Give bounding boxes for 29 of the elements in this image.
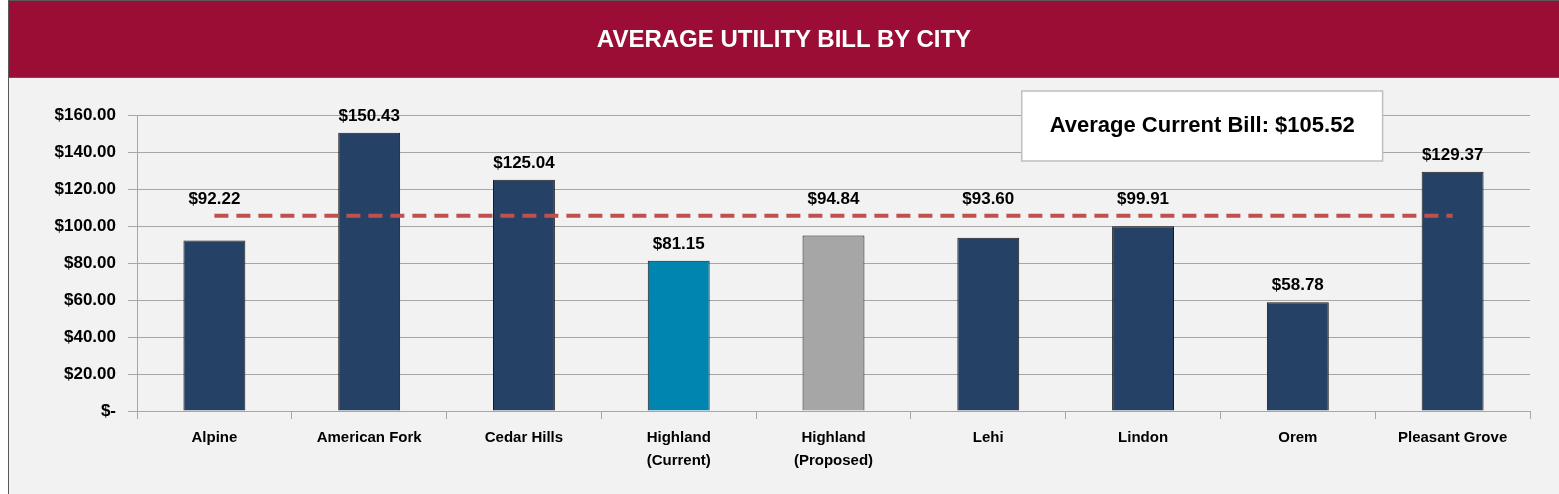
data-label: $58.78 [1271,275,1324,295]
data-label: $81.15 [652,233,705,253]
data-label: $125.04 [493,152,556,172]
y-tick-label: $140.00 [54,141,116,161]
data-label: $94.84 [807,188,861,208]
annotation: Average Current Bill: $105.52 [1049,112,1355,138]
chart-title: AVERAGE UTILITY BILL BY CITY [9,1,1559,78]
y-tick-label: $80.00 [64,252,116,272]
data-label: $129.37 [1421,144,1484,164]
x-tick-label: Alpine [191,428,238,446]
data-label: $92.22 [188,188,241,208]
y-tick-label: $100.00 [54,215,116,235]
x-tick-label: Cedar Hills [484,428,564,446]
x-tick-label: Orem [1278,428,1318,446]
y-tick-label: $40.00 [64,326,116,346]
x-tick-label: Lehi [972,428,1004,446]
y-tick-label: $- [100,400,116,420]
data-label: $150.43 [338,105,400,125]
x-tick-label: Lindon [1118,428,1169,446]
x-tick-label: Highland (Proposed) [793,428,874,468]
y-tick-label: $160.00 [54,104,116,124]
y-tick-label: $120.00 [54,178,116,198]
data-label: $99.91 [1117,188,1170,208]
y-tick-label: $60.00 [64,289,116,309]
x-tick-label: American Fork [316,428,423,446]
y-tick-label: $20.00 [64,363,116,383]
x-tick-label: Highland (Current) [646,428,711,468]
x-tick-label: Pleasant Grove [1398,428,1508,446]
data-label: $93.60 [962,188,1015,208]
